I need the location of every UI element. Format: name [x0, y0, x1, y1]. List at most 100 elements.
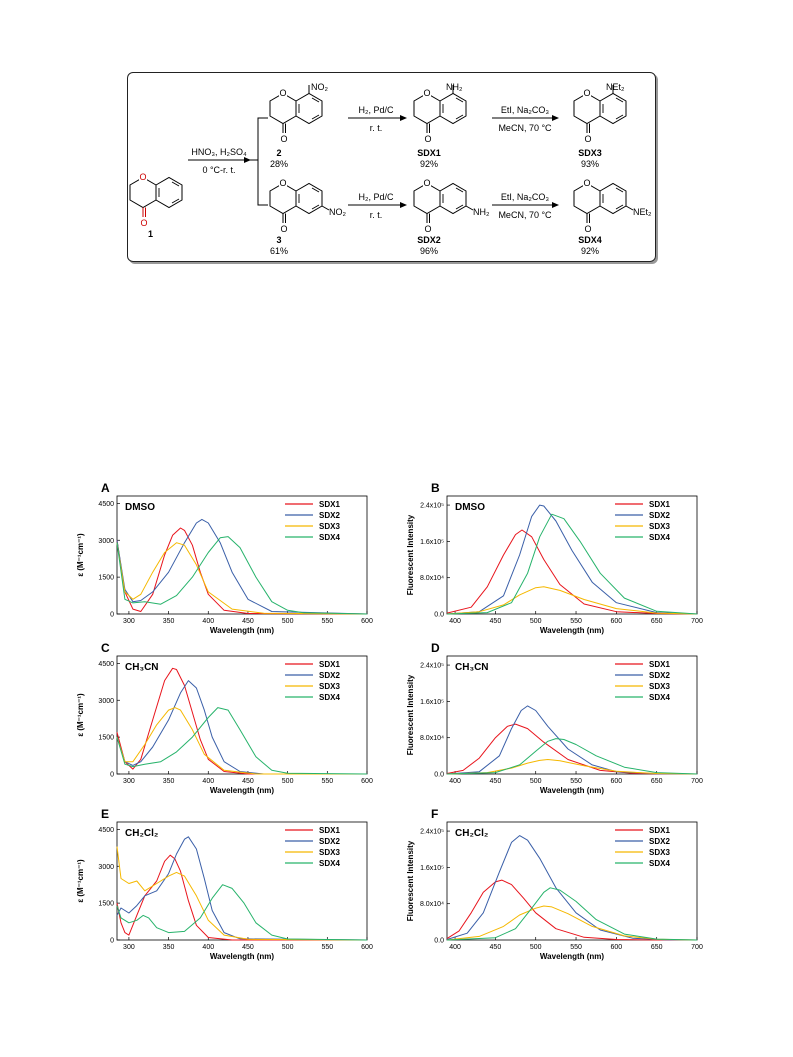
legend-label-sdx3: SDX3 — [319, 682, 340, 691]
compound-sdx3-substituent: NEt₂ — [606, 82, 625, 92]
x-tick-label: 500 — [282, 778, 294, 785]
series-line-sdx3 — [116, 846, 368, 941]
compound-sdx2-yield: 96% — [420, 246, 438, 256]
panel-letter: A — [101, 481, 110, 495]
reaction-scheme: O O O O 1 HNO₃, H₂SO₄ 0 °C-r. t. NO₂ 2 2… — [127, 72, 656, 262]
legend-label-sdx3: SDX3 — [649, 848, 670, 857]
legend-label-sdx1: SDX1 — [319, 660, 340, 669]
compound-sdx1-structure — [413, 85, 467, 145]
y-axis-label: ε (M⁻¹cm⁻¹) — [76, 693, 85, 737]
y-tick-label: 3000 — [98, 538, 114, 545]
solvent-label: CH₃CN — [125, 662, 159, 673]
y-tick-label: 0.0 — [434, 612, 444, 619]
legend-label-sdx2: SDX2 — [649, 671, 670, 680]
step2-reagent-top: H₂, Pd/C — [358, 105, 394, 115]
panel-letter: C — [101, 641, 110, 655]
legend-label-sdx1: SDX1 — [649, 500, 670, 509]
compound-3-substituent: NO₂ — [329, 207, 347, 217]
x-tick-label: 400 — [202, 944, 214, 951]
solvent-label: CH₃CN — [455, 662, 489, 673]
plot-frame — [116, 495, 368, 615]
x-tick-label: 500 — [530, 618, 542, 625]
series-line-sdx3 — [446, 759, 698, 775]
x-tick-label: 550 — [570, 618, 582, 625]
compound-sdx2-structure — [413, 177, 474, 235]
x-tick-label: 400 — [202, 618, 214, 625]
x-tick-label: 450 — [490, 944, 502, 951]
solvent-label: DMSO — [125, 502, 155, 513]
y-tick-label: 4500 — [98, 827, 114, 834]
compound-sdx3-label: SDX3 — [578, 148, 602, 158]
legend-label-sdx1: SDX1 — [649, 660, 670, 669]
y-tick-label: 8.0x10⁴ — [420, 901, 444, 908]
panel-letter: D — [431, 641, 440, 655]
y-axis-label: ε (M⁻¹cm⁻¹) — [76, 533, 85, 577]
x-axis-label: Wavelength (nm) — [540, 626, 604, 635]
series-line-sdx1 — [116, 854, 367, 941]
series-line-sdx4 — [446, 513, 698, 615]
legend-label-sdx2: SDX2 — [319, 511, 340, 520]
x-tick-label: 650 — [651, 944, 663, 951]
legend-label-sdx1: SDX1 — [649, 826, 670, 835]
series-line-sdx4 — [116, 884, 368, 941]
series-line-sdx1 — [116, 527, 368, 615]
compound-2-yield: 28% — [270, 159, 288, 169]
y-tick-label: 1500 — [98, 735, 114, 742]
series-line-sdx4 — [116, 707, 368, 775]
step3-reagent-bottom: EtI, Na₂CO₃ — [501, 192, 550, 202]
y-axis-label: Fluorescent Intensity — [406, 840, 415, 921]
series-line-sdx4 — [446, 738, 698, 775]
svg-text:O: O — [141, 218, 148, 228]
x-tick-label: 600 — [361, 618, 373, 625]
reaction-scheme-drawing: O O O O 1 HNO₃, H₂SO₄ 0 °C-r. t. NO₂ 2 2… — [129, 82, 652, 256]
compound-3-label: 3 — [276, 235, 281, 245]
series-line-sdx2 — [446, 835, 698, 941]
x-tick-label: 600 — [361, 778, 373, 785]
solvent-label: CH₂Cl₂ — [455, 828, 488, 839]
chart-panel-d: 400 450 500 550 600 650 700 0.0 8.0x10⁴ 1.6x10⁵ 2.… — [406, 641, 703, 795]
y-axis-label: ε (M⁻¹cm⁻¹) — [76, 859, 85, 903]
x-tick-label: 300 — [123, 944, 135, 951]
x-tick-label: 400 — [449, 618, 461, 625]
series-line-sdx3 — [446, 586, 698, 615]
legend-label-sdx2: SDX2 — [319, 671, 340, 680]
series-line-sdx2 — [116, 680, 367, 775]
x-tick-label: 600 — [361, 944, 373, 951]
x-tick-label: 700 — [691, 778, 703, 785]
x-tick-label: 650 — [651, 778, 663, 785]
compound-sdx4-yield: 92% — [581, 246, 599, 256]
x-tick-label: 350 — [163, 778, 175, 785]
x-tick-label: 350 — [163, 944, 175, 951]
legend-label-sdx3: SDX3 — [319, 848, 340, 857]
compound-sdx3-structure — [573, 85, 627, 145]
compound-3-structure — [269, 177, 330, 235]
solvent-label: DMSO — [455, 502, 485, 513]
panel-letter: F — [431, 807, 438, 821]
chart-panel-a: 300 350 400 450 500 550 600 0 1500 3000 4500 Wavele… — [76, 481, 373, 635]
x-tick-label: 350 — [163, 618, 175, 625]
legend-label-sdx3: SDX3 — [649, 522, 670, 531]
legend-label-sdx4: SDX4 — [649, 859, 670, 868]
y-tick-label: 8.0x10⁴ — [420, 735, 444, 742]
compound-sdx2-label: SDX2 — [417, 235, 441, 245]
y-tick-label: 2.4x10⁵ — [420, 503, 444, 510]
x-tick-label: 550 — [321, 778, 333, 785]
y-tick-label: 1.6x10⁵ — [420, 699, 444, 706]
y-tick-label: 0 — [110, 612, 114, 619]
chart-panel-f: 400 450 500 550 600 650 700 0.0 8.0x10⁴ 1.6x10⁵ 2.… — [406, 807, 703, 961]
series-line-sdx3 — [446, 905, 698, 941]
compound-sdx4-structure — [573, 177, 634, 235]
x-axis-label: Wavelength (nm) — [540, 952, 604, 961]
panel-letter: E — [101, 807, 109, 821]
step3-conditions-top: MeCN, 70 °C — [498, 123, 552, 133]
legend-label-sdx3: SDX3 — [319, 522, 340, 531]
y-tick-label: 3000 — [98, 864, 114, 871]
x-tick-label: 500 — [530, 778, 542, 785]
y-tick-label: 1500 — [98, 575, 114, 582]
compound-sdx1-substituent: NH₂ — [446, 82, 463, 92]
x-tick-label: 450 — [490, 618, 502, 625]
plot-frame — [446, 495, 698, 615]
series-line-sdx2 — [116, 518, 368, 615]
step2-reagent-bottom: H₂, Pd/C — [358, 192, 394, 202]
